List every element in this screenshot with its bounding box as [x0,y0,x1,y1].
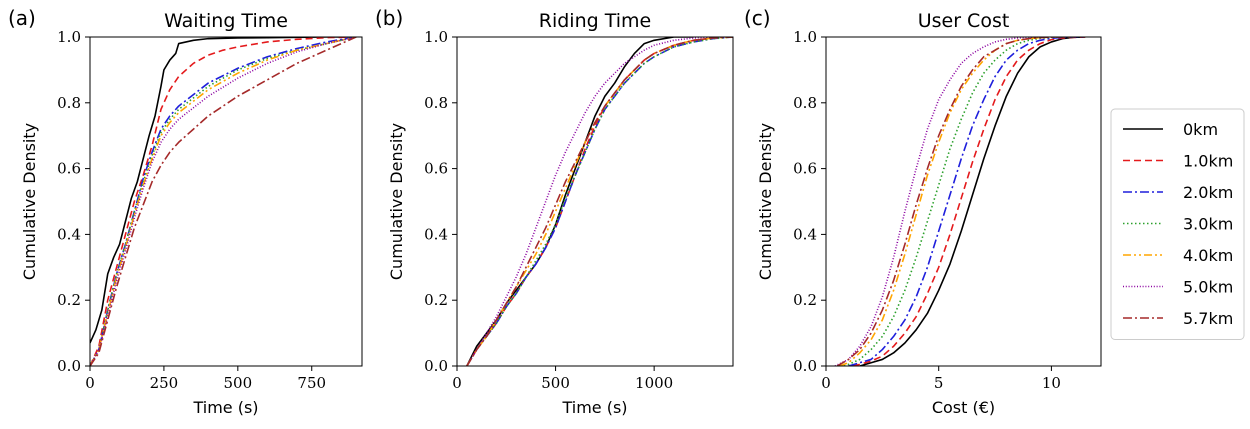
x-tick-label: 250 [150,374,179,392]
series-line-2-0km [466,37,733,366]
y-tick-label: 0.8 [57,94,81,112]
series-line-3-0km [466,37,733,366]
y-tick-label: 0.6 [424,160,448,178]
y-tick-label: 0.4 [57,225,81,243]
x-axis-label: Cost (€) [932,398,995,417]
legend-label: 0km [1183,120,1218,139]
chart-title: User Cost [918,10,1010,32]
y-tick-label: 0.2 [57,291,81,309]
chart-title: Riding Time [539,10,651,32]
series-line-1-0km [466,37,724,366]
panel-label: (a) [8,6,36,30]
series-line-5-7km [466,37,733,366]
series-line-1-0km [852,37,1086,366]
x-tick-label: 1000 [635,374,673,392]
y-tick-label: 0.4 [424,225,448,243]
chart-panel-1: 0 500 1000 0.0 0.2 0.4 0.6 0.8 1.0 Riding Time (b)… [375,6,734,417]
y-tick-label: 0.6 [793,160,817,178]
series-line-0km [859,37,1086,366]
legend-label: 4.0km [1183,246,1233,265]
x-tick-label: 750 [297,374,326,392]
y-axis-label: Cumulative Density [20,123,39,280]
axes-frame [456,36,734,367]
y-tick-label: 0.8 [424,94,448,112]
chart-panel-2: 0 5 10 0.0 0.2 0.4 0.6 0.8 1.0 User Cost (c) Cost (… [744,6,1102,417]
y-tick-label: 0.6 [57,160,81,178]
y-tick-label: 0.0 [424,357,448,375]
x-tick-label: 500 [541,374,570,392]
series-line-3-0km [90,37,357,366]
series-line-2-0km [848,37,1086,366]
x-tick-label: 0 [85,374,95,392]
series-line-1-0km [90,37,357,366]
series-line-3-0km [843,37,1074,366]
x-tick-label: 5 [934,374,944,392]
x-axis-label: Time (s) [561,398,627,417]
legend: 0km 1.0km 2.0km 3.0km 4.0km 5.0km 5.7km [1110,108,1245,340]
y-tick-label: 0.2 [424,291,448,309]
series-line-5-0km [466,37,733,366]
x-tick-label: 10 [1042,374,1061,392]
legend-label: 5.7km [1183,309,1233,328]
y-tick-label: 1.0 [793,28,817,46]
series-line-4-0km [466,37,733,366]
legend-label: 1.0km [1183,152,1233,171]
axes-frame [825,36,1102,367]
y-tick-label: 1.0 [424,28,448,46]
panel-label: (b) [375,6,403,30]
x-axis-label: Time (s) [192,398,258,417]
y-tick-label: 0.0 [57,357,81,375]
legend-label: 2.0km [1183,183,1233,202]
series-line-5-0km [90,37,357,366]
series-group [834,37,1086,366]
legend-label: 5.0km [1183,278,1233,297]
x-tick-label: 0 [821,374,831,392]
series-group [90,37,357,366]
y-tick-label: 0.8 [793,94,817,112]
legend-frame [1110,108,1245,340]
y-tick-label: 0.2 [793,291,817,309]
chart-panel-0: 0 250 500 750 0.0 0.2 0.4 0.6 0.8 1.0 Waiting Time… [8,6,363,417]
series-line-4-0km [839,37,1074,366]
series-line-5-7km [90,37,357,366]
x-tick-label: 500 [224,374,253,392]
y-axis-label: Cumulative Density [756,123,775,280]
legend-label: 3.0km [1183,215,1233,234]
y-tick-label: 0.4 [793,225,817,243]
y-tick-label: 0.0 [793,357,817,375]
y-axis-label: Cumulative Density [387,123,406,280]
series-line-5-7km [836,37,1074,366]
chart-title: Waiting Time [164,10,288,32]
axes-frame [89,36,363,367]
series-line-4-0km [90,37,357,366]
x-tick-label: 0 [452,374,462,392]
y-tick-label: 1.0 [57,28,81,46]
series-line-5-0km [834,37,1074,366]
series-line-0km [90,37,357,344]
series-group [466,37,733,366]
panel-label: (c) [744,6,771,30]
